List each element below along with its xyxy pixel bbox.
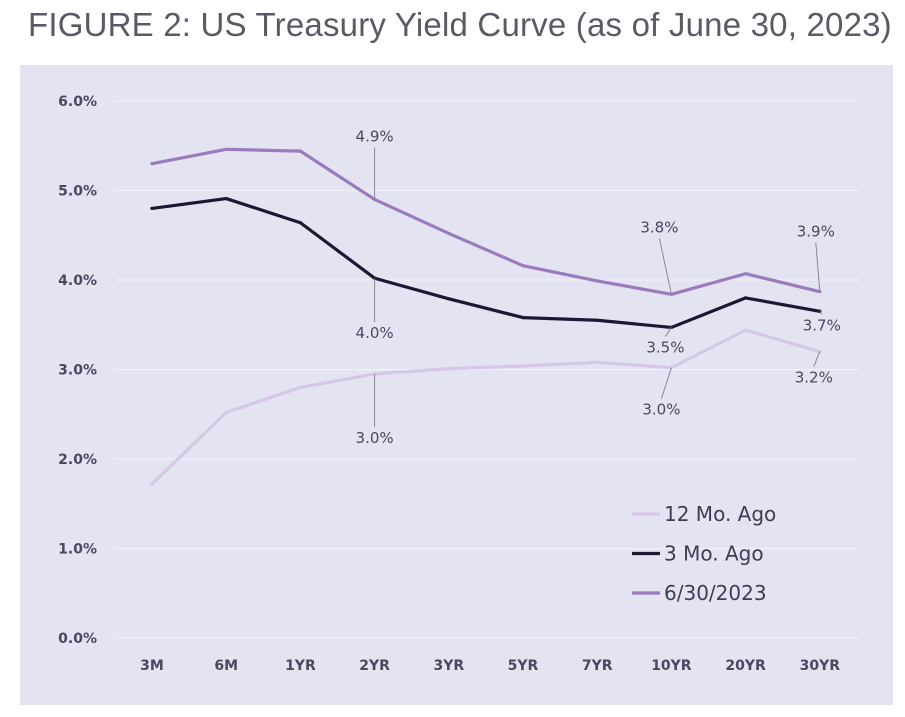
data-label: 3.8% (640, 218, 678, 236)
data-point (298, 149, 302, 153)
x-tick-label: 2YR (359, 658, 390, 674)
series-line (150, 328, 822, 486)
y-tick-label: 3.0% (58, 363, 97, 379)
data-label: 3.9% (797, 223, 835, 241)
data-label: 3.2% (795, 369, 833, 387)
leader-line (819, 311, 823, 315)
x-tick-label: 6M (214, 658, 238, 674)
data-label: 3.0% (642, 401, 680, 419)
x-tick-label: 7YR (582, 658, 613, 674)
data-label: 3.0% (356, 429, 394, 447)
series-line (150, 147, 822, 296)
data-label: 4.0% (356, 324, 394, 342)
data-point (744, 328, 748, 332)
data-point (521, 315, 525, 320)
data-point (521, 364, 525, 368)
data-point (744, 296, 748, 300)
x-tick-label: 20YR (725, 658, 766, 674)
data-point (447, 367, 451, 371)
x-tick-label: 3YR (433, 658, 464, 674)
y-tick-label: 2.0% (58, 452, 97, 468)
leader-line (815, 242, 821, 292)
data-point (595, 279, 599, 283)
data-point (447, 231, 451, 236)
y-tick-label: 5.0% (58, 184, 97, 200)
series-layer (150, 147, 822, 486)
leader-line (658, 238, 672, 295)
figure-title: FIGURE 2: US Treasury Yield Curve (as of… (28, 6, 892, 43)
x-tick-label: 30YR (800, 658, 841, 674)
data-point (150, 482, 154, 486)
leader-line (813, 351, 821, 367)
data-point (298, 385, 302, 389)
x-tick-label: 10YR (651, 658, 692, 674)
data-point (595, 318, 599, 322)
x-tick-label: 3M (140, 658, 164, 674)
data-point (818, 290, 822, 294)
data-point (298, 221, 302, 225)
series-line (150, 196, 822, 330)
data-point (150, 162, 154, 166)
x-tick-label: 5YR (508, 658, 539, 674)
label-layer: 3.0% 3.0% 3.2% 4.0% 3.5% 3.7% 4.9% 3.8% 3.9% (356, 127, 841, 447)
data-point (744, 272, 748, 276)
data-point (150, 206, 154, 210)
legend-label: 12 Mo. Ago (664, 502, 776, 526)
data-point (224, 196, 228, 201)
leader-line (660, 367, 672, 399)
legend: 12 Mo. Ago 3 Mo. Ago 6/30/2023 (632, 502, 776, 605)
data-point (521, 264, 525, 268)
y-tick-label: 1.0% (58, 542, 97, 558)
x-tick-label: 1YR (285, 658, 316, 674)
data-label: 4.9% (356, 127, 394, 145)
axis-layer: 0.0% 1.0% 2.0% 3.0% 4.0% 5.0% 6.0% 3M 6M 1YR 2YR 3Y… (58, 94, 840, 674)
data-point (447, 297, 451, 301)
data-label: 3.5% (646, 338, 684, 356)
grid-layer (115, 100, 858, 639)
leader-line (664, 327, 672, 337)
data-point (224, 410, 228, 415)
data-point (595, 360, 599, 364)
y-tick-label: 0.0% (58, 631, 97, 647)
legend-label: 3 Mo. Ago (664, 542, 764, 566)
chart-panel (20, 65, 893, 705)
data-point (224, 147, 228, 151)
y-tick-label: 4.0% (58, 273, 97, 289)
legend-label: 6/30/2023 (664, 581, 767, 605)
data-label: 3.7% (803, 316, 841, 334)
y-tick-label: 6.0% (58, 94, 97, 110)
